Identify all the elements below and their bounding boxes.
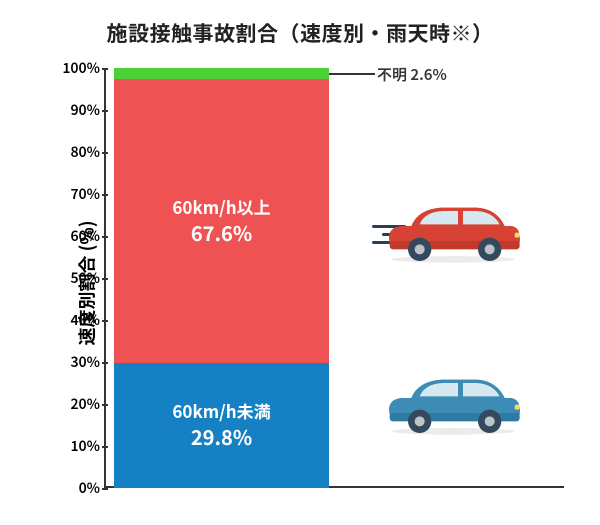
y-tick: 100% <box>60 58 100 78</box>
y-tick: 20% <box>60 394 100 414</box>
bar-segment-over60: 60km/h以上67.6% <box>114 79 329 363</box>
unknown-callout: 不明 2.6% <box>377 64 447 85</box>
chart-area: 速度別割合 (%) 0%10%20%30%40%50%60%70%80%90%1… <box>60 58 580 508</box>
plot-area: 0%10%20%30%40%50%60%70%80%90%100% 60km/h… <box>104 68 564 488</box>
bar-segment-label-over60: 60km/h以上67.6% <box>114 196 329 246</box>
stacked-bar: 60km/h未満29.8% 60km/h以上67.6% <box>114 68 329 488</box>
callout-leader-line <box>329 73 375 75</box>
bar-segment-under60: 60km/h未満29.8% <box>114 363 329 488</box>
y-tick: 40% <box>60 310 100 330</box>
y-tick: 0% <box>60 478 100 498</box>
chart-title: 施設接触事故割合（速度別・雨天時※） <box>0 0 600 48</box>
car-fast-icon <box>378 196 528 266</box>
bar-segment-label-under60: 60km/h未満29.8% <box>114 400 329 450</box>
y-tick: 60% <box>60 226 100 246</box>
y-tick: 80% <box>60 142 100 162</box>
y-tick: 90% <box>60 100 100 120</box>
car-slow-icon <box>378 368 528 438</box>
bar-segment-unknown <box>114 68 329 79</box>
y-tick: 10% <box>60 436 100 456</box>
y-tick: 30% <box>60 352 100 372</box>
y-tick: 50% <box>60 268 100 288</box>
y-tick: 70% <box>60 184 100 204</box>
